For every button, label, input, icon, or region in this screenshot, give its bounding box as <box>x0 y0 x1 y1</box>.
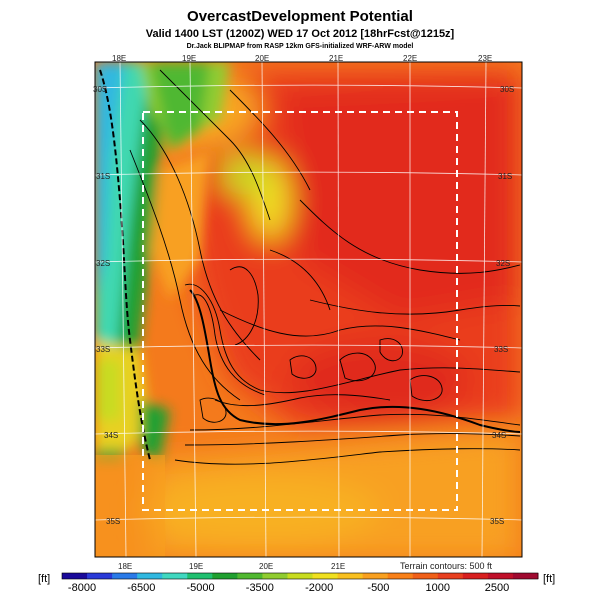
colorbar-tick-labels: -8000 -6500 -5000 -3500 -2000 -500 1000 2500 <box>68 582 509 594</box>
colorbar-swatch <box>462 573 489 579</box>
inner-domain-box <box>142 111 458 511</box>
lat-label: 30S <box>500 85 514 94</box>
lat-label: 34S <box>492 431 506 440</box>
colorbar-frame <box>61 572 539 580</box>
lon-label: 20E <box>259 562 273 571</box>
colorbar-swatch <box>212 573 238 579</box>
lon-label: 22E <box>403 54 417 63</box>
lat-label: 35S <box>490 517 504 526</box>
lat-label: 32S <box>496 259 510 268</box>
lat-labels-left: 30S 31S 32S 33S 34S 35S <box>93 85 120 526</box>
colorbar-swatch <box>512 573 539 579</box>
lon-label: 20E <box>255 54 269 63</box>
colorbar-tick-label: -5000 <box>187 582 215 594</box>
colorbar-swatch <box>312 573 339 579</box>
colorbar-swatch <box>387 573 414 579</box>
model-credit: Dr.Jack BLIPMAP from RASP 12km GFS-initi… <box>186 43 414 50</box>
lat-label: 31S <box>96 172 110 181</box>
lat-label: 30S <box>93 85 107 94</box>
colorbar-tick-label: -6500 <box>127 582 155 594</box>
colorbar-tick-label: 1000 <box>425 582 449 594</box>
lon-label: 21E <box>331 562 345 571</box>
colorbar-swatch <box>487 573 514 579</box>
colorbar-swatch <box>287 573 314 579</box>
colorbar-swatch <box>112 573 138 579</box>
lon-label: 21E <box>329 54 343 63</box>
colorbar-swatch <box>62 573 88 579</box>
colorbar-swatch <box>262 573 288 579</box>
colorbar-tick-label: -3500 <box>246 582 274 594</box>
contour-interval-note: Terrain contours: 500 ft <box>400 561 493 571</box>
colorbar-swatch <box>362 573 389 579</box>
lat-label: 32S <box>96 259 110 268</box>
lon-label: 19E <box>189 562 203 571</box>
coastline <box>99 69 151 461</box>
lon-label: 19E <box>182 54 196 63</box>
lat-label: 35S <box>106 517 120 526</box>
colorbar-tick-label: -2000 <box>305 582 333 594</box>
colorbar-swatch <box>137 573 163 579</box>
colorbar-unit-right: [ft] <box>543 573 555 585</box>
terrain-contours <box>129 69 521 465</box>
colorbar-swatch <box>87 573 113 579</box>
colorbar-swatch <box>162 573 188 579</box>
lat-label: 31S <box>498 172 512 181</box>
plot-frame <box>94 61 523 558</box>
lon-labels-bottom: 18E 19E 20E 21E <box>118 562 345 571</box>
lon-labels-top: 18E 19E 20E 21E 22E 23E <box>112 54 492 63</box>
colorbar-swatch <box>337 573 364 579</box>
graticule <box>95 62 522 557</box>
lon-label: 18E <box>112 54 126 63</box>
colorbar-swatch <box>412 573 439 579</box>
colorbar-tick-label: -500 <box>367 582 389 594</box>
map-title: OvercastDevelopment Potential <box>187 8 413 25</box>
colorbar-swatch <box>187 573 213 579</box>
overcast-field <box>95 62 522 557</box>
colorbar <box>61 572 539 580</box>
colorbar-unit-left: [ft] <box>38 573 50 585</box>
lat-label: 33S <box>96 345 110 354</box>
lon-label: 18E <box>118 562 132 571</box>
lon-label: 23E <box>478 54 492 63</box>
colorbar-tick-label: 2500 <box>485 582 509 594</box>
colorbar-swatch <box>437 573 464 579</box>
colorbar-swatch <box>237 573 263 579</box>
valid-time-subtitle: Valid 1400 LST (1200Z) WED 17 Oct 2012 [… <box>145 28 455 40</box>
lat-labels-right: 30S 31S 32S 33S 34S 35S <box>490 85 514 526</box>
colorbar-tick-label: -8000 <box>68 582 96 594</box>
lat-label: 33S <box>494 345 508 354</box>
lat-label: 34S <box>104 431 118 440</box>
major-contour <box>189 289 521 433</box>
